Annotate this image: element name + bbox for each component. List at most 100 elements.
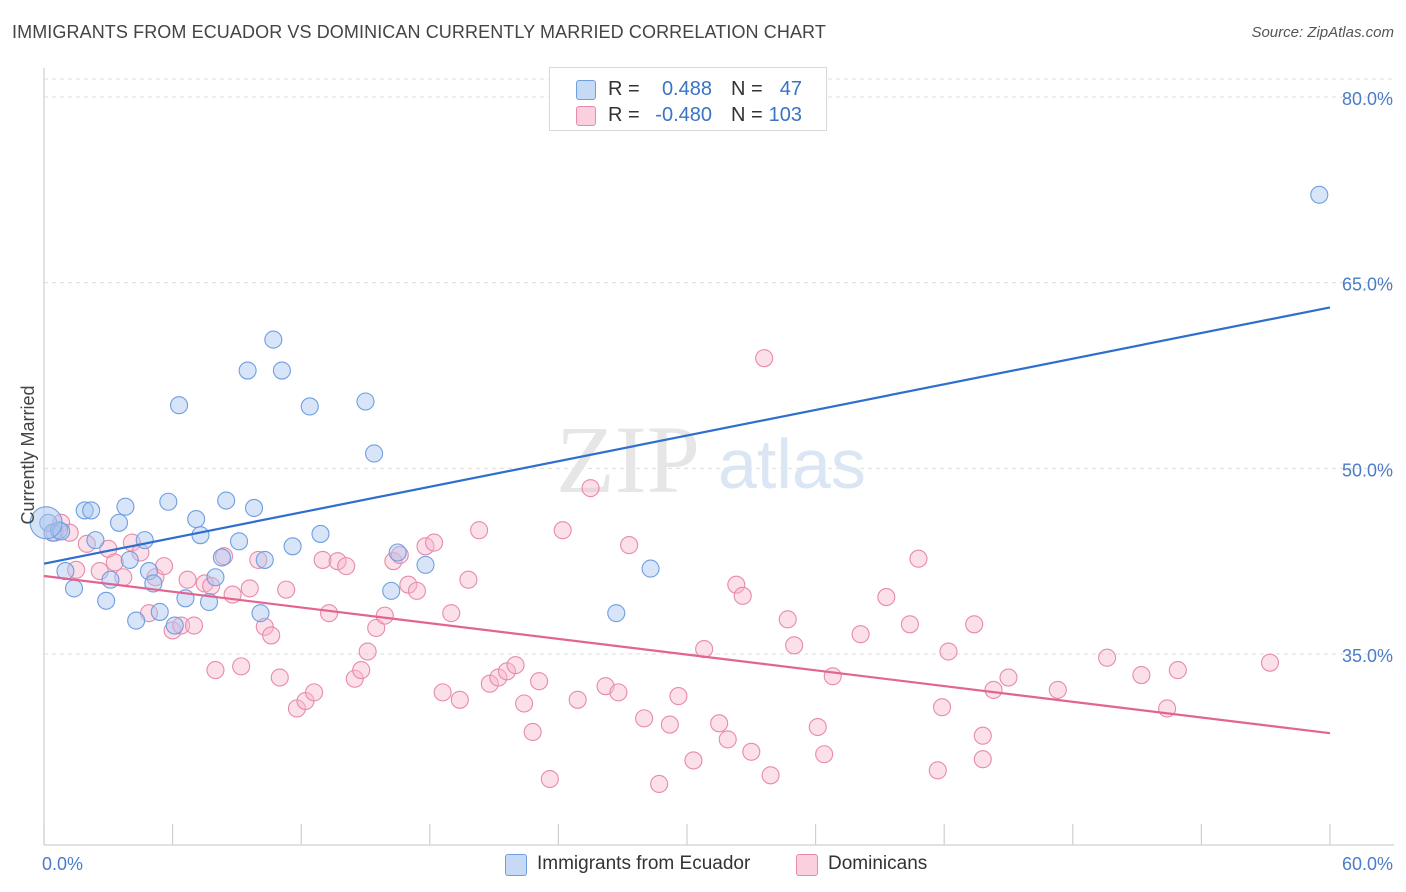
ecuador-point <box>109 513 129 532</box>
ecuador-trend-line <box>43 306 1331 565</box>
chart-title: IMMIGRANTS FROM ECUADOR VS DOMINICAN CUR… <box>12 22 826 42</box>
ecuador-point <box>607 604 626 623</box>
ecuador-point <box>238 361 257 380</box>
dominicans-point <box>684 751 703 770</box>
ecuador-point <box>382 581 401 600</box>
dominicans-point <box>877 588 896 607</box>
dominicans-trend-line <box>43 574 1331 735</box>
dominicans-point <box>433 683 452 702</box>
legend-n-value: 103 <box>768 104 802 126</box>
tick-labels: 35.0% 50.0% 65.0% 80.0% 0.0% 60.0% <box>42 89 1393 874</box>
dominicans-point <box>305 683 324 702</box>
ecuador-point <box>641 559 660 578</box>
dominicans-point <box>1048 680 1067 699</box>
axes <box>43 68 1394 846</box>
ecuador-point <box>244 498 264 517</box>
legend-r-value: 0.488 <box>661 78 712 100</box>
dominicans-point <box>928 761 947 780</box>
y-tick-label: 65.0% <box>1342 275 1393 295</box>
dominicans-point <box>733 586 752 605</box>
y-axis-label: Currently Married <box>18 385 38 525</box>
ecuador-point <box>388 543 407 562</box>
y-tick-label: 50.0% <box>1342 460 1393 480</box>
ecuador-point <box>283 537 302 556</box>
ecuador-point <box>356 392 375 411</box>
ecuador-point <box>64 579 84 598</box>
dominicans-point <box>1260 653 1280 672</box>
dominicans-point <box>328 552 347 571</box>
dominicans-point <box>984 680 1003 699</box>
dominicans-point <box>939 642 958 661</box>
bottom-legend-label-dominicans: Dominicans <box>828 853 928 874</box>
dominicans-point <box>581 479 600 498</box>
ecuador-point <box>127 611 146 630</box>
legend-swatch-dominicans <box>576 106 596 126</box>
dominicans-point <box>620 536 639 555</box>
ecuador-point <box>187 510 206 529</box>
dominicans-point <box>660 715 679 734</box>
dominicans-point <box>375 606 394 625</box>
x-tick-label: 0.0% <box>42 854 83 874</box>
dominicans-point <box>669 687 688 706</box>
dominicans-point <box>390 545 409 565</box>
dominicans-point <box>105 553 124 572</box>
dominicans-point <box>933 698 952 717</box>
correlation-legend: R = 0.488 N = 47 R = -0.480 N = 103 <box>549 67 827 131</box>
dominicans-point <box>808 717 827 737</box>
ecuador-point <box>206 568 225 587</box>
legend-n-label: N = <box>731 104 763 126</box>
bottom-legend-label-ecuador: Immigrants from Ecuador <box>537 853 751 874</box>
watermark-zip: ZIP <box>556 406 700 513</box>
ecuador-point <box>212 548 231 567</box>
dominicans-point <box>909 549 928 568</box>
dominicans-point <box>77 534 96 553</box>
ecuador-point <box>217 491 236 510</box>
dominicans-point <box>815 745 834 764</box>
ecuador-point-cluster <box>29 506 63 540</box>
y-tick-label: 80.0% <box>1342 89 1393 109</box>
dominicans-point <box>240 579 259 598</box>
dominicans-point <box>1168 661 1187 680</box>
dominicans-point <box>367 618 386 638</box>
dominicans-point <box>999 668 1018 687</box>
dominicans-point <box>184 616 204 635</box>
watermark: ZIP atlas <box>556 406 866 513</box>
ecuador-point <box>135 531 154 550</box>
dominicans-point <box>965 615 984 634</box>
dominicans-point <box>442 604 461 623</box>
legend-row-ecuador: R = 0.488 N = 47 <box>550 76 826 104</box>
dominicans-point <box>553 521 572 540</box>
dominicans-point <box>650 774 669 794</box>
legend-r-label: R = <box>608 104 640 126</box>
ecuador-point <box>165 616 184 635</box>
ecuador-point <box>86 531 105 550</box>
ecuador-point <box>365 444 384 463</box>
dominicans-point <box>568 690 587 709</box>
ecuador-point <box>144 574 163 593</box>
dominicans-point <box>470 521 489 540</box>
ecuador-point <box>416 555 435 574</box>
dominicans-point <box>609 683 628 702</box>
dominicans-point <box>742 742 761 761</box>
dominicans-point <box>755 349 774 368</box>
legend-r-value: -0.480 <box>655 104 712 126</box>
dominicans-point <box>718 730 737 749</box>
dominicans-point <box>232 657 251 676</box>
ecuador-point <box>255 550 274 569</box>
dominicans-point <box>761 766 780 785</box>
x-tick-label: 60.0% <box>1342 854 1393 874</box>
dominicans-point <box>249 550 268 569</box>
dominicans-point <box>352 661 371 680</box>
bottom-legend-swatch-dominicans <box>796 854 818 876</box>
legend-n-value: 47 <box>779 78 802 100</box>
dominicans-point <box>416 537 435 556</box>
dominicans-point <box>523 722 542 742</box>
dominicans-point <box>710 714 729 733</box>
ecuador-point <box>272 361 291 380</box>
ecuador-point <box>82 501 101 520</box>
dominicans-point <box>506 656 525 675</box>
legend-swatch-ecuador <box>576 80 596 100</box>
dominicans-point <box>973 726 992 745</box>
dominicans-point <box>425 533 444 552</box>
